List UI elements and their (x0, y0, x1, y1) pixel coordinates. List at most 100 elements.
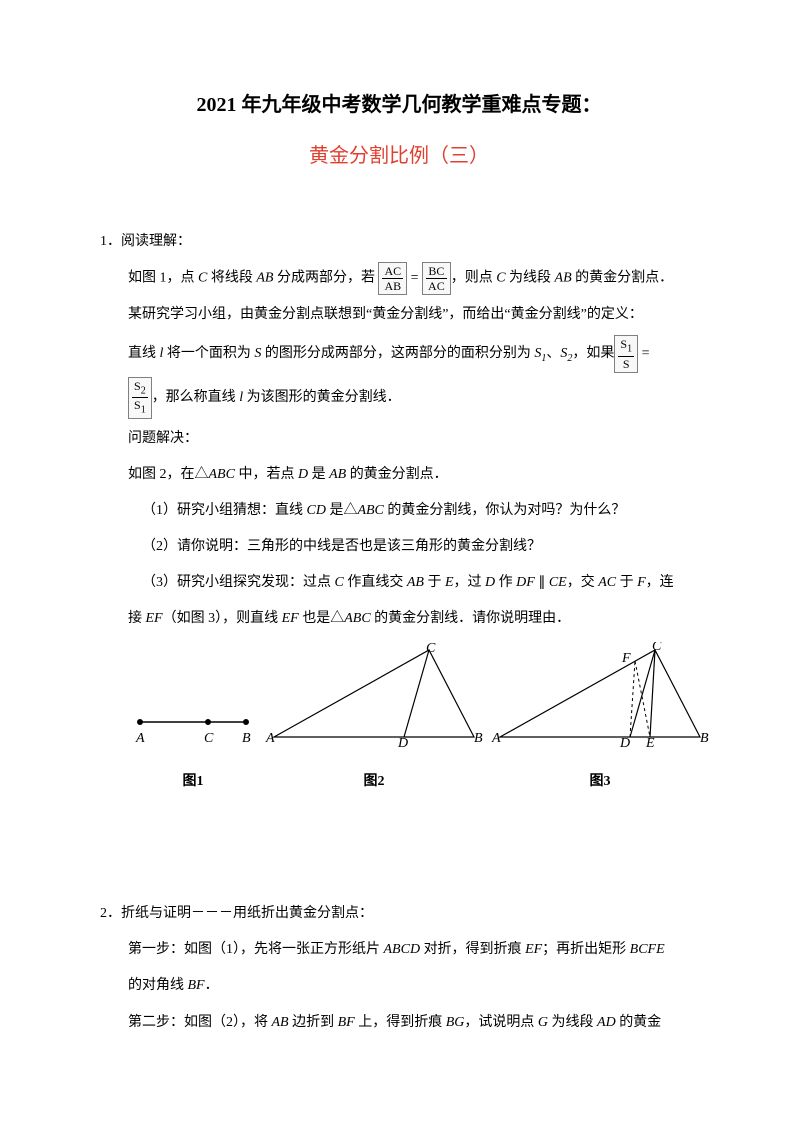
label-c: C (204, 731, 214, 746)
fraction-bc-ac: BCAC (422, 262, 451, 295)
text: ；再折出矩形 (542, 942, 630, 957)
figure-3-label: 图3 (590, 766, 611, 798)
sym-df: DF (516, 575, 535, 590)
text: （1）研究小组猜想：直线 (142, 503, 307, 518)
label-a: A (265, 731, 275, 746)
sym-e: E (445, 575, 454, 590)
q1-line1: 如图 1，点 C 将线段 AB 分成两部分，若 ACAB = BCAC，则点 C… (100, 262, 698, 295)
text: 接 (128, 611, 146, 626)
fraction-s1-s: S1S (614, 335, 638, 372)
text: 上，得到折痕 (355, 1015, 446, 1030)
sym-bcfe: BCFE (630, 942, 665, 957)
text: 为线段 (506, 271, 555, 286)
page: 2021 年九年级中考数学几何教学重难点专题： 黄金分割比例（三） 1．阅读理解… (0, 0, 793, 1122)
sym-ef: EF (282, 611, 299, 626)
sym-ef: EF (146, 611, 163, 626)
sym-ef: EF (525, 942, 542, 957)
text: 为线段 (548, 1015, 597, 1030)
text: 如图 1，点 (128, 271, 198, 286)
page-title: 2021 年九年级中考数学几何教学重难点专题： (100, 88, 698, 117)
text: 是△ (326, 503, 358, 518)
label-a: A (135, 731, 145, 746)
q1-part3-line1: （3）研究小组探究发现：过点 C 作直线交 AB 于 E，过 D 作 DF ∥ … (100, 567, 698, 599)
q1-line5: 问题解决： (100, 423, 698, 455)
text: 的对角线 (128, 978, 188, 993)
label-d: D (619, 736, 630, 747)
q2-line3: 第二步：如图（2），将 AB 边折到 BF 上，得到折痕 BG，试说明点 G 为… (100, 1007, 698, 1039)
text: 如图 2，在△ (128, 467, 209, 482)
label-e: E (645, 736, 655, 747)
q1-line2: 某研究学习小组，由黄金分割点联想到“黄金分割线”，而给出“黄金分割线”的定义： (100, 299, 698, 331)
q1-part2: （2）请你说明：三角形的中线是否也是该三角形的黄金分割线？ (100, 531, 698, 563)
q1-part1: （1）研究小组猜想：直线 CD 是△ABC 的黄金分割线，你认为对吗？为什么？ (100, 495, 698, 527)
page-subtitle: 黄金分割比例（三） (100, 139, 698, 168)
sym-ab: AB (407, 575, 424, 590)
text: 也是△ (299, 611, 345, 626)
q1-lead: 1．阅读理解： (100, 226, 698, 258)
sym-d: D (485, 575, 495, 590)
text: 的黄金分割点． (346, 467, 448, 482)
sym-c: C (198, 271, 207, 286)
text: 于 (616, 575, 637, 590)
label-d: D (397, 736, 408, 747)
q1-line4: S2S1，那么称直线 l 为该图形的黄金分割线． (100, 377, 698, 419)
text: ，如果 (572, 346, 614, 361)
sym-abc: ABC (357, 503, 383, 518)
text: 第一步：如图（1），先将一张正方形纸片 (128, 942, 384, 957)
figure-2-svg: C A D B (264, 642, 484, 747)
text: 的黄金 (616, 1015, 662, 1030)
text: 的黄金分割点． (572, 271, 674, 286)
sym-ab: AB (555, 271, 572, 286)
sym-ab: AB (329, 467, 346, 482)
sym-bf: BF (338, 1015, 355, 1030)
sym-ab: AB (272, 1015, 289, 1030)
text: 第二步：如图（2），将 (128, 1015, 272, 1030)
text: 直线 (128, 346, 160, 361)
denominator: S (618, 357, 634, 372)
text: 对折，得到折痕 (420, 942, 525, 957)
sym-bf: BF (188, 978, 205, 993)
figure-2-label: 图2 (364, 766, 385, 798)
q2-line1: 第一步：如图（1），先将一张正方形纸片 ABCD 对折，得到折痕 EF；再折出矩… (100, 934, 698, 966)
text: 为该图形的黄金分割线． (243, 390, 401, 405)
figure-3-canvas: C F A D E B (490, 642, 710, 760)
label-b: B (474, 731, 483, 746)
figure-3-svg: C F A D E B (490, 642, 710, 747)
body: 1．阅读理解： 如图 1，点 C 将线段 AB 分成两部分，若 ACAB = B… (100, 226, 698, 1039)
sym-f: F (637, 575, 646, 590)
text: 作直线交 (344, 575, 407, 590)
sym-ac: AC (598, 575, 616, 590)
label-b: B (242, 731, 251, 746)
q1-line6: 如图 2，在△ABC 中，若点 D 是 AB 的黄金分割点． (100, 459, 698, 491)
label-b: B (700, 731, 709, 746)
sym-bg: BG (446, 1015, 465, 1030)
fraction-s2-s1: S2S1 (128, 377, 152, 419)
label-f: F (621, 651, 631, 666)
text: 将线段 (207, 271, 256, 286)
sym-c: C (496, 271, 505, 286)
sym-ad: AD (597, 1015, 616, 1030)
text: 的图形分成两部分，这两部分的面积分别为 (261, 346, 534, 361)
text: ． (205, 978, 219, 993)
text: 作 (495, 575, 516, 590)
text: ，则点 (451, 271, 497, 286)
sym-g: G (538, 1015, 548, 1030)
denominator: AC (426, 279, 447, 294)
text: 的黄金分割线．请你说明理由． (371, 611, 571, 626)
denominator: AB (382, 279, 403, 294)
sub1: 1 (541, 353, 546, 364)
sym-ab: AB (256, 271, 273, 286)
text: 分成两部分，若 (273, 271, 378, 286)
spacer (100, 798, 698, 898)
numerator: S1 (618, 336, 634, 356)
text: ，试说明点 (464, 1015, 538, 1030)
text: 是 (308, 467, 329, 482)
figure-3: C F A D E B 图3 (490, 642, 710, 798)
q2-line2: 的对角线 BF． (100, 970, 698, 1002)
text: ，交 (567, 575, 599, 590)
label-c: C (652, 642, 662, 654)
numerator: AC (382, 263, 403, 279)
sym-s1: S1 (534, 346, 546, 361)
numerator: BC (426, 263, 447, 279)
text: 将一个面积为 (163, 346, 254, 361)
